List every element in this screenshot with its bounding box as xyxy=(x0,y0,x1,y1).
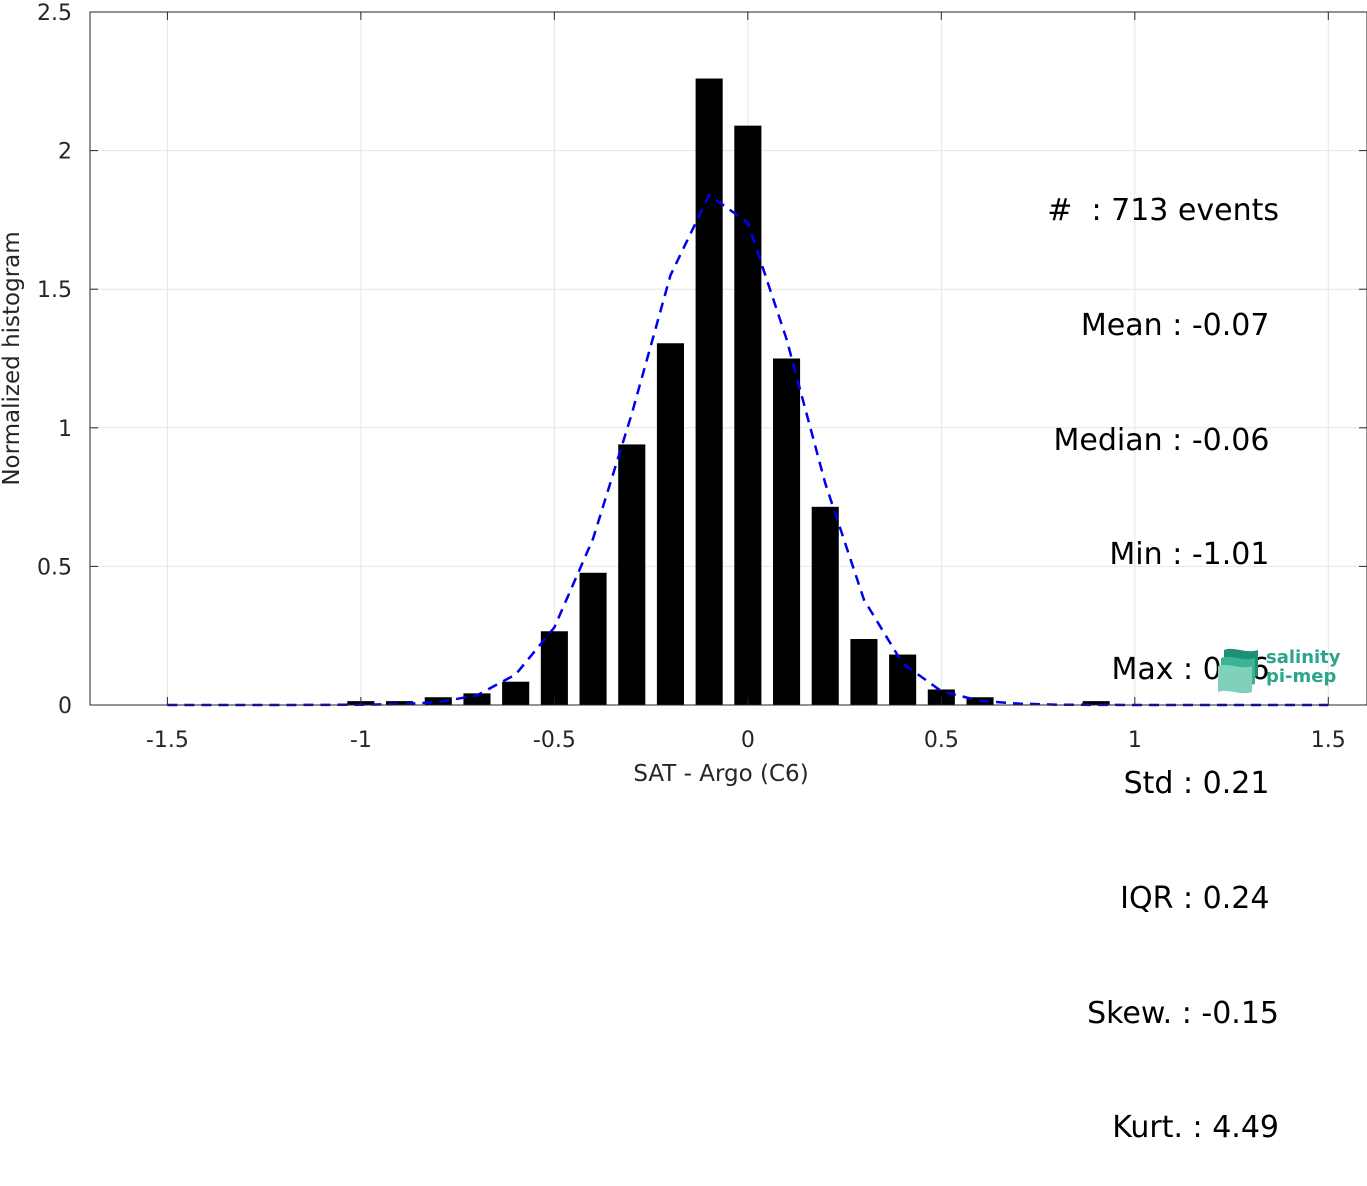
histogram-bar xyxy=(889,654,917,705)
fit-curve xyxy=(167,193,1329,707)
logo-line1: salinity xyxy=(1266,647,1341,668)
x-tick-label: -1.5 xyxy=(146,728,189,753)
bars xyxy=(347,78,1110,706)
x-tick-label: 1.5 xyxy=(1311,728,1346,753)
fit-curve-group xyxy=(167,193,1329,707)
histogram-bar xyxy=(424,697,452,705)
histogram-bar xyxy=(773,358,801,705)
histogram-bar xyxy=(811,506,839,705)
y-tick-label: 2 xyxy=(58,140,72,165)
histogram-bar xyxy=(656,343,684,705)
stat-median: Median : -0.06 xyxy=(1053,422,1279,458)
histogram-bar xyxy=(502,681,530,705)
stat-std: Std : 0.21 xyxy=(1123,766,1279,802)
x-tick-label: 1 xyxy=(1128,728,1142,753)
y-tick-label: 2.5 xyxy=(37,1,72,26)
histogram-bar xyxy=(1082,701,1110,705)
x-tick-label: 0 xyxy=(741,728,755,753)
stat-iqr: IQR : 0.24 xyxy=(1120,881,1279,917)
y-tick-label: 0.5 xyxy=(37,555,72,580)
x-tick-label: -0.5 xyxy=(533,728,576,753)
histogram-bar xyxy=(734,125,762,706)
salinity-pimep-logo: salinity pi-mep xyxy=(1216,646,1346,696)
stat-events: # : 713 events xyxy=(1047,193,1279,229)
logo-line2: pi-mep xyxy=(1266,666,1337,687)
histogram-chart: -1.5 -1 -0.5 0 0.5 1 1.5 0 0.5 1 1.5 2 2.5 SAT - Arg… xyxy=(0,1,1367,787)
y-tick-label: 1 xyxy=(58,417,72,442)
histogram-bar xyxy=(579,572,607,705)
stat-min: Min : -1.01 xyxy=(1109,537,1279,573)
y-tick-label: 1.5 xyxy=(37,278,72,303)
x-tick-label: 0.5 xyxy=(924,728,959,753)
logo-waves-icon xyxy=(1218,648,1258,694)
histogram-bar xyxy=(695,78,723,705)
y-tick-label: 0 xyxy=(58,694,72,719)
histogram-bar xyxy=(618,444,646,705)
y-axis-label: Normalized histogram xyxy=(0,231,25,485)
stat-mean: Mean : -0.07 xyxy=(1080,308,1279,344)
x-tick-label: -1 xyxy=(350,728,372,753)
axis-ticks: -1.5 -1 -0.5 0 0.5 1 1.5 0 0.5 1 1.5 2 2.5 xyxy=(37,1,1367,753)
histogram-bar xyxy=(540,631,568,705)
histogram-bar xyxy=(386,701,414,705)
histogram-bar xyxy=(463,693,491,705)
stat-skew: Skew. : -0.15 xyxy=(1087,995,1279,1031)
histogram-bar xyxy=(850,639,878,705)
plot-frame xyxy=(89,11,1367,706)
x-axis-label: SAT - Argo (C6) xyxy=(633,761,808,787)
stat-kurt: Kurt. : 4.49 xyxy=(1112,1110,1279,1146)
